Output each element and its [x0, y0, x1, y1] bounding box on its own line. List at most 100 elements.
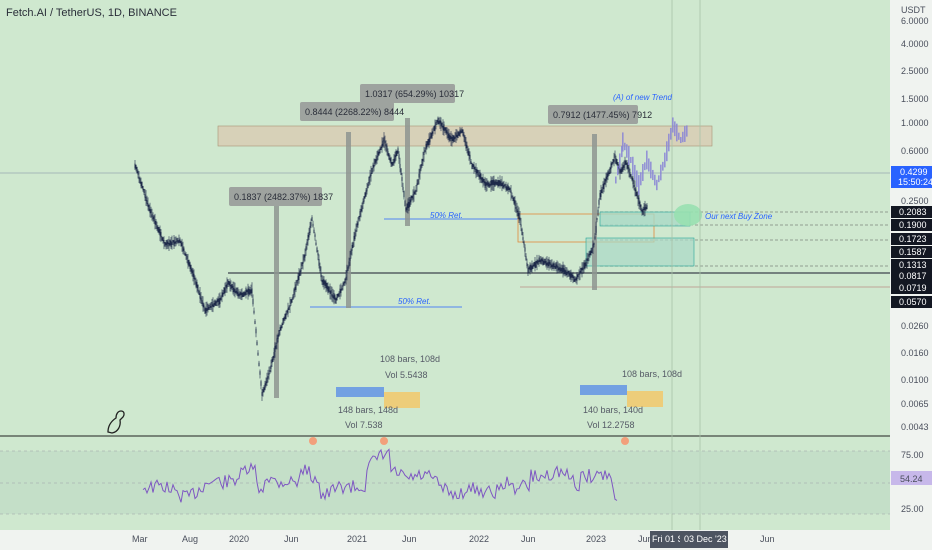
candle-body-421: [555, 262, 557, 269]
new-trend-label: (A) of new Trend: [613, 93, 673, 102]
rsi-tick-25: 25.00: [901, 504, 924, 514]
price-tick-8: 0.0160: [901, 348, 929, 358]
candle-body-501: [635, 189, 637, 196]
candle-body-503: [637, 195, 639, 200]
candle-body-336: [470, 161, 472, 164]
candle-body-331: [465, 141, 467, 149]
candle-body-130: [264, 383, 266, 390]
candle-body-301: [435, 122, 437, 126]
candle-body-324: [458, 132, 460, 136]
level-tag-7: 0.0570: [899, 297, 927, 307]
candle-body-201: [335, 298, 337, 304]
candle-body-326: [460, 130, 462, 134]
candle-body-108: [242, 292, 244, 297]
candle-body-510: [644, 204, 646, 211]
candle-body-387: [521, 228, 523, 236]
retracement-label-1: 50% Ret.: [430, 211, 463, 220]
candle-body-317: [451, 136, 453, 142]
candle-body-393: [527, 268, 529, 274]
candle-body-476: [610, 163, 612, 170]
candle-body-410: [544, 258, 546, 264]
candle-body-68: [202, 302, 204, 308]
candle-body-352: [486, 182, 488, 186]
gain-label-3: 1.0317 (654.29%) 10317: [365, 89, 464, 99]
time-label-0: Mar: [132, 534, 148, 544]
candle-body-296: [430, 132, 432, 138]
candle-body-79: [213, 303, 215, 307]
candle-body-96: [230, 285, 232, 289]
candle-body-327: [461, 129, 463, 133]
candle-body-284: [418, 173, 420, 178]
candle-body-229: [363, 196, 365, 202]
candle-body-432: [566, 271, 568, 276]
candle-body-189: [323, 279, 325, 285]
rsi-line: [142, 448, 618, 503]
candle-body-454: [588, 253, 590, 257]
candle-body-141: [275, 345, 277, 349]
projection-candle-19: [652, 169, 654, 181]
candle-body-104: [238, 293, 240, 297]
candle-body-334: [468, 151, 470, 156]
level-tag-6: 0.0719: [899, 283, 927, 293]
candle-body-20: [154, 220, 156, 225]
candle-body-234: [368, 176, 370, 184]
candle-body-395: [529, 264, 531, 270]
rsi-value-tag: [891, 471, 932, 485]
level-tag-bg-2: [891, 233, 932, 245]
candle-body-41: [175, 241, 177, 244]
candle-body-306: [440, 120, 442, 126]
candle-body-414: [548, 259, 550, 267]
candle-body-47: [181, 242, 183, 247]
candle-body-15: [149, 208, 151, 214]
rsi-band: [0, 451, 890, 514]
candle-body-255: [389, 158, 391, 162]
projection-candle-28: [670, 127, 672, 140]
rsi-tick-75: 75.00: [901, 450, 924, 460]
level-tag-0: 0.2083: [899, 207, 927, 217]
candle-body-477: [611, 162, 613, 166]
candle-body-196: [330, 290, 332, 294]
candle-body-77: [211, 302, 213, 307]
candle-body-129: [263, 387, 265, 393]
candle-body-110: [244, 292, 246, 296]
candle-body-53: [187, 260, 189, 265]
candle-body-211: [345, 276, 347, 280]
candle-body-384: [518, 213, 520, 220]
candle-body-424: [558, 267, 560, 271]
candle-body-89: [223, 287, 225, 294]
candle-body-459: [593, 242, 595, 246]
candle-body-358: [492, 180, 494, 185]
candle-body-311: [445, 127, 447, 134]
candle-body-366: [500, 181, 502, 187]
candle-body-373: [507, 184, 509, 190]
candle-body-323: [457, 131, 459, 139]
candle-body-188: [322, 279, 324, 286]
candle-body-340: [474, 166, 476, 170]
candle-body-316: [450, 136, 452, 140]
candle-body-166: [300, 267, 302, 272]
candle-body-361: [495, 179, 497, 185]
projection-candle-10: [634, 164, 636, 181]
candle-body-204: [338, 293, 340, 297]
candle-body-407: [541, 258, 543, 262]
candle-body-107: [241, 292, 243, 298]
candle-body-209: [343, 281, 345, 285]
candle-body-19: [153, 215, 155, 222]
candle-body-488: [622, 165, 624, 171]
candle-body-208: [342, 283, 344, 287]
candle-body-236: [370, 173, 372, 177]
candle-body-157: [291, 299, 293, 303]
candle-body-95: [229, 281, 231, 287]
candle-body-123: [257, 352, 259, 356]
candle-body-174: [308, 232, 310, 238]
candle-body-122: [256, 341, 258, 346]
candle-body-52: [186, 255, 188, 260]
candle-body-218: [352, 242, 354, 249]
price-tick-1: 4.0000: [901, 39, 929, 49]
candle-body-300: [434, 124, 436, 131]
candle-body-181: [315, 242, 317, 245]
dino-logo: [107, 410, 125, 434]
candle-body-25: [159, 229, 161, 236]
candle-body-93: [227, 279, 229, 285]
crosshair-date-1: Fri 01 Sep '23: [652, 534, 708, 544]
